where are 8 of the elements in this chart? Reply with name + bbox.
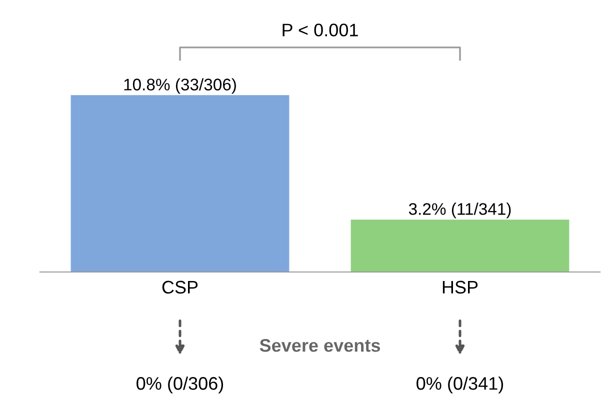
- text: Severe events: [260, 339, 380, 352]
- x-tick-label: CSP: [162, 280, 198, 294]
- data-label: 10.8% (33/306): [124, 78, 236, 94]
- x-tick-label: HSP: [442, 280, 478, 294]
- text: P < 0.001: [282, 24, 358, 36]
- data-label: 3.2% (11/341): [408, 202, 511, 218]
- text: 0% (0/341): [416, 376, 504, 394]
- text: 0% (0/306): [136, 376, 224, 394]
